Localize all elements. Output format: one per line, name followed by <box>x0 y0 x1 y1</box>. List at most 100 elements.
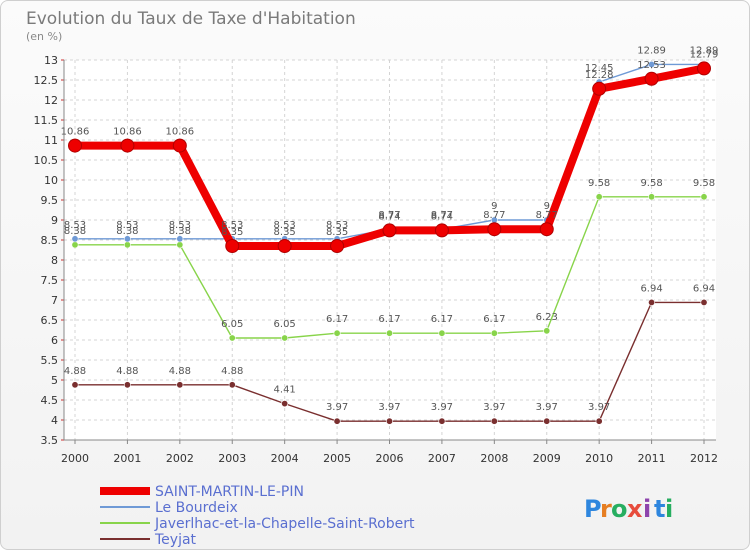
data-label-1: 8.53 <box>221 220 243 231</box>
data-label-0: 12.28 <box>585 70 614 81</box>
data-point-3 <box>700 298 708 306</box>
x-tick-label: 2003 <box>218 452 246 465</box>
data-label-3: 3.97 <box>378 402 400 413</box>
data-point-3 <box>595 417 603 425</box>
data-point-2 <box>543 327 551 335</box>
data-label-3: 4.88 <box>221 366 243 377</box>
y-tick-label: 10.5 <box>34 154 59 167</box>
data-label-0: 10.86 <box>61 127 90 138</box>
data-label-1: 8.53 <box>274 220 296 231</box>
data-label-3: 6.94 <box>640 283 662 294</box>
brand-letter: o <box>611 495 629 523</box>
data-label-3: 4.88 <box>116 366 138 377</box>
data-label-0: 8.35 <box>274 227 296 238</box>
data-point-0 <box>592 81 607 96</box>
data-point-2 <box>333 329 341 337</box>
y-tick-label: 12 <box>44 94 58 107</box>
data-label-3: 4.88 <box>64 366 86 377</box>
x-tick-label: 2005 <box>323 452 351 465</box>
data-label-1: 9 <box>544 201 550 212</box>
y-tick-label: 7 <box>51 294 58 307</box>
data-point-0 <box>172 138 187 153</box>
y-tick-label: 10 <box>44 174 58 187</box>
y-tick-label: 3.5 <box>41 434 59 447</box>
x-tick-label: 2011 <box>638 452 666 465</box>
y-tick-label: 5 <box>51 374 58 387</box>
brand-letter: i <box>665 495 674 523</box>
legend-label-3: Teyjat <box>154 532 197 548</box>
data-label-2: 9.58 <box>693 178 715 189</box>
data-label-2: 6.23 <box>536 312 558 323</box>
data-label-2: 9.58 <box>640 178 662 189</box>
x-tick-label: 2001 <box>113 452 141 465</box>
plot-area <box>64 60 716 440</box>
data-point-3 <box>543 417 551 425</box>
data-label-0: 8.74 <box>431 211 453 222</box>
data-label-1: 8.53 <box>116 220 138 231</box>
data-point-2 <box>71 241 79 249</box>
data-label-3: 3.97 <box>483 402 505 413</box>
data-point-3 <box>71 381 79 389</box>
data-point-0 <box>120 138 135 153</box>
data-point-0 <box>539 222 554 237</box>
brand-letter: t <box>654 495 666 523</box>
data-point-2 <box>490 329 498 337</box>
y-tick-label: 8 <box>51 254 58 267</box>
brand-letter: P <box>584 495 603 523</box>
data-point-3 <box>385 417 393 425</box>
data-label-0: 8.74 <box>378 211 400 222</box>
data-point-0 <box>487 222 502 237</box>
y-tick-label: 6 <box>51 334 58 347</box>
data-point-2 <box>228 334 236 342</box>
data-point-2 <box>438 329 446 337</box>
x-tick-label: 2006 <box>376 452 404 465</box>
y-tick-label: 11.5 <box>34 114 59 127</box>
data-point-2 <box>176 241 184 249</box>
data-point-3 <box>176 381 184 389</box>
x-tick-label: 2002 <box>166 452 194 465</box>
grid <box>64 59 716 441</box>
series-group <box>68 60 711 425</box>
data-label-2: 6.17 <box>378 314 400 325</box>
data-label-0: 12.79 <box>690 49 719 60</box>
y-tick-label: 5.5 <box>41 354 59 367</box>
data-label-2: 6.05 <box>274 319 296 330</box>
data-point-3 <box>228 381 236 389</box>
data-label-2: 6.17 <box>326 314 348 325</box>
x-tick-label: 2008 <box>480 452 508 465</box>
y-tick-label: 13 <box>44 54 58 67</box>
data-point-3 <box>490 417 498 425</box>
data-label-2: 6.05 <box>221 319 243 330</box>
data-point-2 <box>595 193 603 201</box>
data-label-1: 12.89 <box>690 45 719 56</box>
y-tick-label: 12.5 <box>34 74 59 87</box>
data-label-0: 8.35 <box>326 227 348 238</box>
data-label-1: 8.53 <box>64 220 86 231</box>
legend-label-1: Le Bourdeix <box>155 500 238 516</box>
x-tick-label: 2004 <box>271 452 299 465</box>
chart-subtitle: (en %) <box>26 30 62 43</box>
y-tick-label: 4.5 <box>41 394 59 407</box>
legend-label-2: Javerlhac-et-la-Chapelle-Saint-Robert <box>154 516 415 532</box>
x-tick-label: 2000 <box>61 452 89 465</box>
data-point-3 <box>123 381 131 389</box>
data-label-3: 6.94 <box>693 283 715 294</box>
data-label-0: 8.35 <box>221 227 243 238</box>
data-point-2 <box>700 193 708 201</box>
data-point-2 <box>123 241 131 249</box>
data-label-3: 3.97 <box>326 402 348 413</box>
data-point-2 <box>385 329 393 337</box>
data-label-0: 8.77 <box>483 210 505 221</box>
axes: 3.544.555.566.577.588.599.51010.51111.51… <box>34 54 719 465</box>
data-point-0 <box>644 71 659 86</box>
data-point-1 <box>123 235 131 243</box>
brand-letter: r <box>600 495 613 523</box>
data-point-3 <box>438 417 446 425</box>
data-label-3: 4.88 <box>169 366 191 377</box>
data-label-2: 6.17 <box>483 314 505 325</box>
data-label-0: 10.86 <box>113 127 142 138</box>
data-labels: 10.86 10.86 10.868.35 8.35 8.358.74 8.74 8.77 8… <box>61 45 719 413</box>
y-tick-label: 6.5 <box>41 314 59 327</box>
